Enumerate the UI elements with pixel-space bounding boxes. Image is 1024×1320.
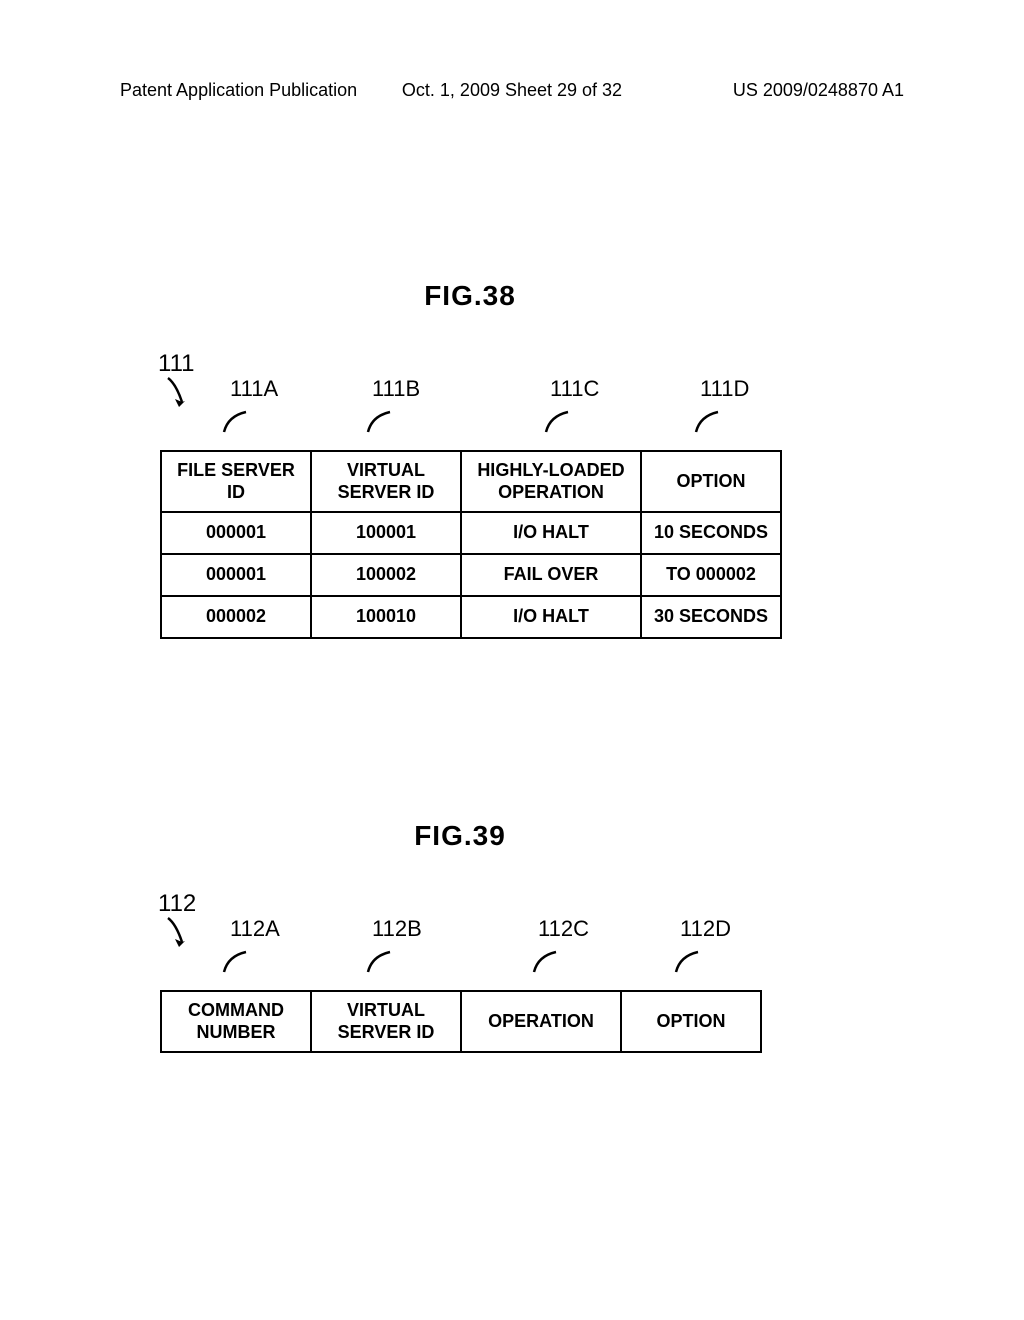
table-header-row: FILE SERVER ID VIRTUAL SERVER ID HIGHLY-… (161, 451, 781, 512)
cell: TO 000002 (641, 554, 781, 596)
fig38-ref-111c: 111C (550, 376, 599, 402)
header-center: Oct. 1, 2009 Sheet 29 of 32 (402, 80, 622, 101)
fig38-ref-111b: 111B (372, 376, 420, 402)
figure-39: FIG.39 112 112A 112B 112C 112D COMMAND N… (160, 820, 760, 1053)
col-option: OPTION (621, 991, 761, 1052)
col-highly-loaded-operation: HIGHLY-LOADED OPERATION (461, 451, 641, 512)
col-file-server-id: FILE SERVER ID (161, 451, 311, 512)
cell: I/O HALT (461, 512, 641, 554)
fig38-callout-a (222, 408, 252, 434)
table-row: 000001 100002 FAIL OVER TO 000002 (161, 554, 781, 596)
col-option: OPTION (641, 451, 781, 512)
col-virtual-server-id: VIRTUAL SERVER ID (311, 991, 461, 1052)
fig39-arrow-main (164, 914, 194, 954)
fig39-ref-112d: 112D (680, 916, 731, 942)
cell: 100001 (311, 512, 461, 554)
fig39-labels: 112 112A 112B 112C 112D (160, 902, 760, 990)
fig39-callout-a (222, 948, 252, 974)
col-virtual-server-id: VIRTUAL SERVER ID (311, 451, 461, 512)
fig38-callout-d (694, 408, 724, 434)
table-row: 000001 100001 I/O HALT 10 SECONDS (161, 512, 781, 554)
fig38-ref-111a: 111A (230, 376, 278, 402)
cell: 100002 (311, 554, 461, 596)
header-right: US 2009/0248870 A1 (733, 80, 904, 101)
fig39-ref-112c: 112C (538, 916, 589, 942)
fig39-table: COMMAND NUMBER VIRTUAL SERVER ID OPERATI… (160, 990, 762, 1053)
cell: FAIL OVER (461, 554, 641, 596)
fig39-callout-d (674, 948, 704, 974)
table-header-row: COMMAND NUMBER VIRTUAL SERVER ID OPERATI… (161, 991, 761, 1052)
figure-38: FIG.38 111 111A 111B 111C 111D FILE SERV… (160, 280, 780, 639)
header-left: Patent Application Publication (120, 80, 357, 101)
fig39-ref-112a: 112A (230, 916, 280, 942)
fig38-arrow-main (164, 374, 194, 414)
fig38-table: FILE SERVER ID VIRTUAL SERVER ID HIGHLY-… (160, 450, 782, 639)
cell: 000001 (161, 554, 311, 596)
fig39-callout-b (366, 948, 396, 974)
page-header: Patent Application Publication Oct. 1, 2… (0, 80, 1024, 101)
fig38-title: FIG.38 (160, 280, 780, 312)
fig39-ref-112b: 112B (372, 916, 422, 942)
cell: 30 SECONDS (641, 596, 781, 638)
fig38-ref-111d: 111D (700, 376, 749, 402)
cell: I/O HALT (461, 596, 641, 638)
col-operation: OPERATION (461, 991, 621, 1052)
fig38-labels: 111 111A 111B 111C 111D (160, 362, 780, 450)
cell: 000002 (161, 596, 311, 638)
fig39-title: FIG.39 (160, 820, 760, 852)
fig38-callout-b (366, 408, 396, 434)
col-command-number: COMMAND NUMBER (161, 991, 311, 1052)
table-row: 000002 100010 I/O HALT 30 SECONDS (161, 596, 781, 638)
fig38-callout-c (544, 408, 574, 434)
fig39-callout-c (532, 948, 562, 974)
cell: 10 SECONDS (641, 512, 781, 554)
cell: 100010 (311, 596, 461, 638)
cell: 000001 (161, 512, 311, 554)
